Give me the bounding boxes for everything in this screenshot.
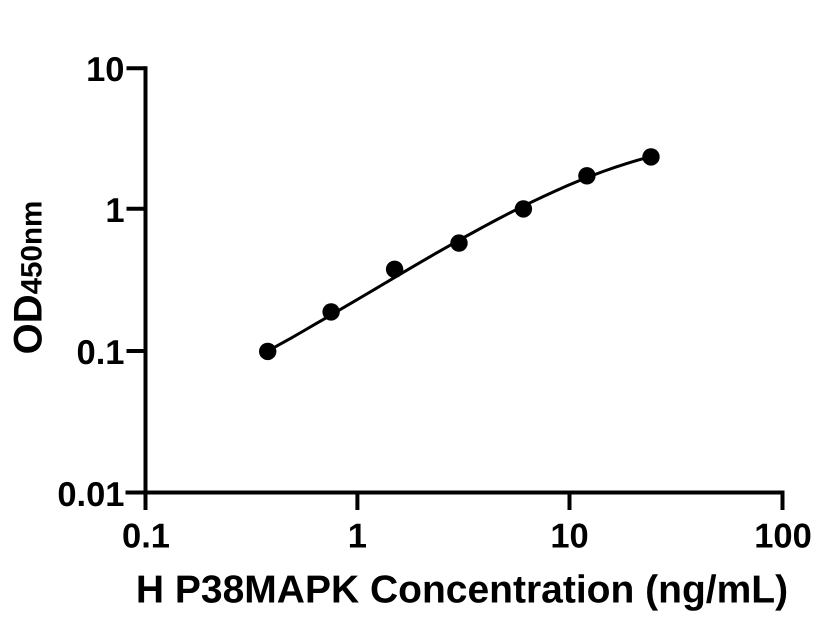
svg-text:1: 1 (348, 517, 367, 555)
svg-text:0.1: 0.1 (77, 334, 125, 372)
svg-text:0.01: 0.01 (57, 476, 124, 514)
svg-text:10: 10 (550, 517, 588, 555)
svg-text:10: 10 (86, 51, 124, 89)
svg-text:100: 100 (754, 517, 812, 555)
svg-text:H P38MAPK Concentration (ng/mL: H P38MAPK Concentration (ng/mL) (136, 569, 788, 612)
svg-text:0.1: 0.1 (122, 517, 170, 555)
svg-text:1: 1 (105, 192, 124, 230)
